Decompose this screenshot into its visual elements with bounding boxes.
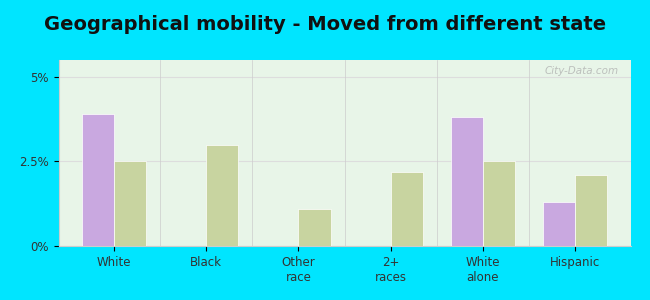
Text: Geographical mobility - Moved from different state: Geographical mobility - Moved from diffe… bbox=[44, 15, 606, 34]
Bar bbox=[298, 209, 331, 246]
Bar bbox=[450, 118, 483, 246]
Bar bbox=[575, 175, 608, 246]
Bar bbox=[114, 161, 146, 246]
Bar bbox=[81, 114, 114, 246]
Bar bbox=[391, 172, 423, 246]
Text: City-Data.com: City-Data.com bbox=[545, 66, 619, 76]
Bar bbox=[206, 145, 239, 246]
Bar bbox=[543, 202, 575, 246]
Bar bbox=[483, 161, 515, 246]
